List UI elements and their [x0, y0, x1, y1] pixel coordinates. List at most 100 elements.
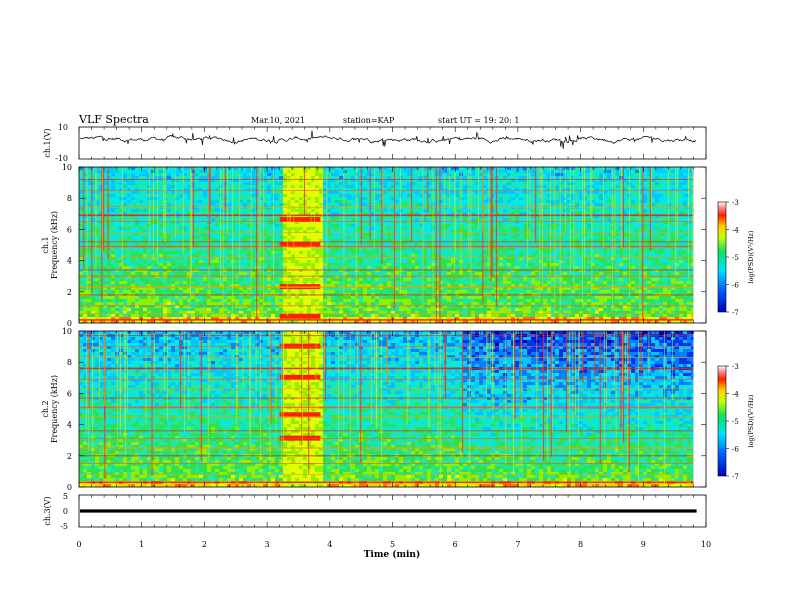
spectrogram-cell [227, 167, 232, 171]
spectrogram-cell [235, 260, 240, 264]
spectrogram-cell [271, 281, 276, 285]
spectrogram-cell [111, 314, 116, 318]
spectrogram-cell [307, 302, 312, 306]
spectrogram-cell [415, 296, 420, 300]
spectrogram-cell [351, 197, 356, 201]
spectrogram-cell [123, 272, 128, 276]
spectrogram-cell [135, 176, 140, 180]
spectrogram-cell [183, 200, 188, 204]
spectrogram-cell [387, 281, 392, 285]
spectrogram-cell [139, 284, 144, 288]
spectrogram-cell [355, 200, 360, 204]
spectrogram-cell [391, 290, 396, 294]
spectrogram-cell [435, 275, 440, 279]
spectrogram-cell [327, 308, 332, 312]
spectrogram-cell [271, 269, 276, 273]
spectrogram-cell [171, 308, 176, 312]
spectrogram-cell [291, 320, 296, 324]
spectrogram-cell [119, 197, 124, 201]
spectrogram-cell [223, 263, 228, 267]
spectrogram-cell [223, 227, 228, 231]
spectrogram-cell [155, 248, 160, 252]
spectrogram-cell [115, 305, 120, 309]
spectrogram-cell [375, 302, 380, 306]
spectrogram-cell [239, 236, 244, 240]
spectrogram-cell [135, 260, 140, 264]
spectrogram-cell [107, 188, 112, 192]
spectrogram-cell [443, 263, 448, 267]
spectrogram-cell [167, 182, 172, 186]
spectrogram-cell [419, 215, 424, 219]
spectrogram-cell [327, 188, 332, 192]
spectrogram-cell [407, 275, 412, 279]
spectrogram-cell [183, 266, 188, 270]
spectrogram-cell [391, 197, 396, 201]
spectrogram-cell [175, 200, 180, 204]
spectrogram-cell [195, 275, 200, 279]
spectrogram-cell [103, 239, 108, 243]
spectrogram-cell [223, 215, 228, 219]
spectrogram-cell [163, 302, 168, 306]
spectrogram-cell [407, 188, 412, 192]
spectrogram-cell [391, 320, 396, 324]
spectrogram-cell [219, 251, 224, 255]
spectrogram-cell [355, 197, 360, 201]
spectrogram-cell [375, 173, 380, 177]
spectrogram-cell [303, 170, 308, 174]
spectrogram-cell [315, 302, 320, 306]
spectrogram-cell [171, 296, 176, 300]
spectrogram-cell [331, 224, 336, 228]
spectrogram-cell [131, 311, 136, 315]
spectrogram-cell [83, 263, 88, 267]
spectrogram-cell [95, 233, 100, 237]
spectrogram-cell [443, 185, 448, 189]
spectrogram-cell [235, 251, 240, 255]
spectrogram-cell [419, 278, 424, 282]
spectrogram-cell [263, 290, 268, 294]
spectrogram-cell [427, 221, 432, 225]
spectrogram-cell [311, 239, 316, 243]
spectrogram-cell [171, 167, 176, 171]
spectrogram-cell [215, 194, 220, 198]
spectrogram-cell [99, 287, 104, 291]
spectrogram-cell [223, 236, 228, 240]
spectrogram-cell [111, 317, 116, 321]
figure-title: VLF Spectra [78, 113, 149, 126]
spectrogram-cell [131, 266, 136, 270]
spectrogram-cell [211, 236, 216, 240]
spectrogram-cell [415, 284, 420, 288]
spectrogram-cell [179, 209, 184, 213]
spectrogram-cell [243, 299, 248, 303]
spectrogram-cell [155, 203, 160, 207]
spectrogram-cell [159, 320, 164, 324]
spectrogram-cell [195, 311, 200, 315]
spectrogram-cell [387, 263, 392, 267]
spectrogram-cell [439, 311, 444, 315]
spectrogram-cell [343, 230, 348, 234]
spectrogram-cell [163, 263, 168, 267]
spectrogram-cell [279, 170, 284, 174]
spectrogram-cell [307, 239, 312, 243]
spectrogram-cell [387, 167, 392, 171]
spectrogram-cell [91, 242, 96, 246]
spectrogram-cell [171, 194, 176, 198]
spectrogram-cell [183, 257, 188, 261]
spectrogram-cell [275, 290, 280, 294]
spectrogram-cell [319, 176, 324, 180]
spectrogram-cell [251, 185, 256, 189]
spectrogram-cell [427, 320, 432, 324]
spectrogram-cell [155, 197, 160, 201]
spectrogram-cell [187, 260, 192, 264]
spectrogram-cell [279, 233, 284, 237]
spectrogram-cell [135, 266, 140, 270]
spectrogram-cell [99, 236, 104, 240]
spectrogram-cell [147, 290, 152, 294]
spectrogram-cell [427, 290, 432, 294]
spectrogram-cell [231, 314, 236, 318]
spectrogram-cell [167, 194, 172, 198]
spectrogram-cell [171, 311, 176, 315]
spectrogram-cell [203, 314, 208, 318]
spectrogram-cell [391, 308, 396, 312]
spectrogram-cell [215, 272, 220, 276]
spectrogram-cell [423, 260, 428, 264]
